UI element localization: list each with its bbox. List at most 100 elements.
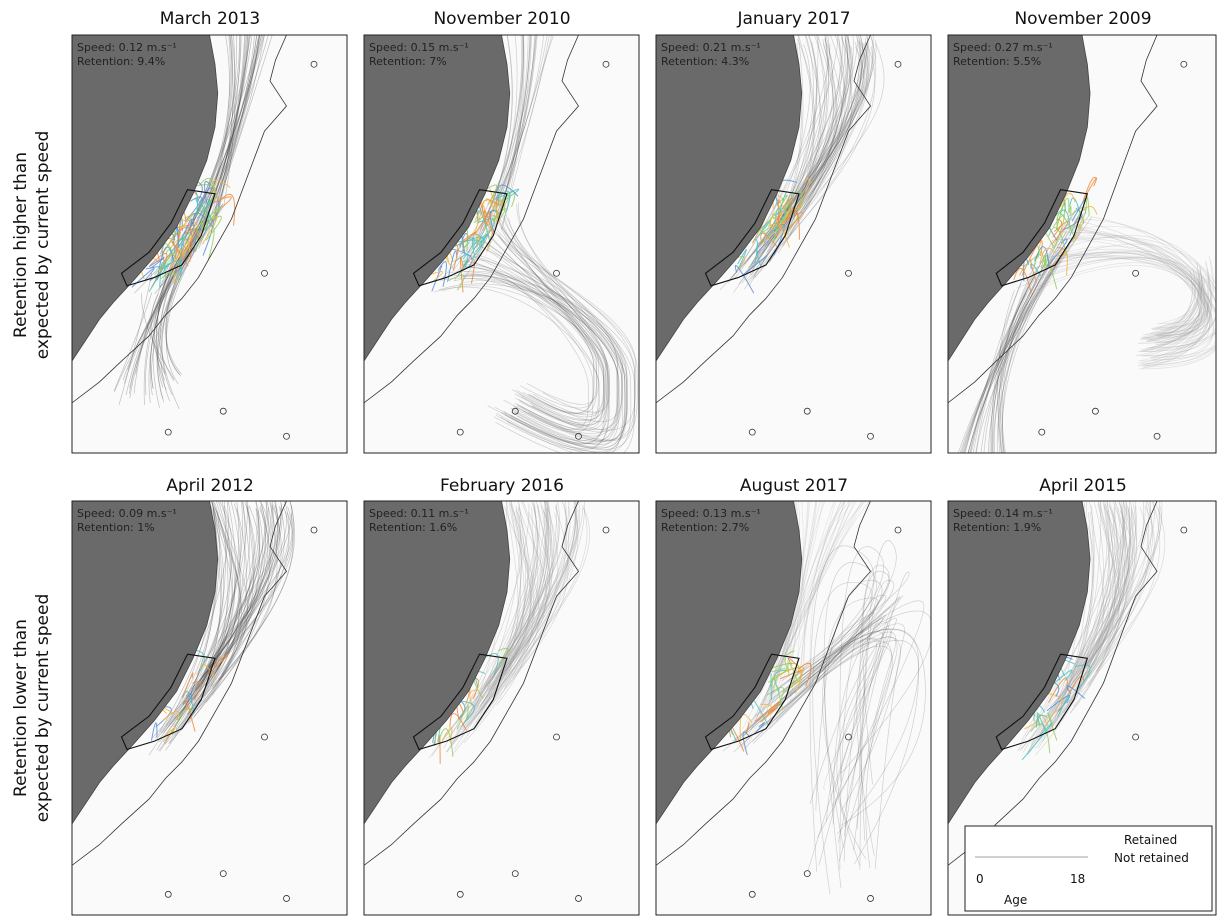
- trajectory-line: [1054, 238, 1211, 352]
- trajectory-line: [124, 228, 202, 384]
- trajectory-line: [212, 501, 295, 689]
- island-marker: [575, 895, 582, 902]
- trajectory-line: [176, 35, 265, 272]
- retained-line: [156, 246, 175, 281]
- trajectory-line: [458, 280, 619, 444]
- trajectory-line: [960, 246, 1070, 453]
- retained-line: [1082, 176, 1097, 203]
- trajectory-line: [492, 238, 595, 414]
- land-mass: [72, 35, 219, 362]
- trajectory-line: [796, 501, 804, 672]
- island-marker: [261, 269, 268, 277]
- trajectory-line: [496, 234, 628, 453]
- retained-line: [1056, 213, 1075, 237]
- trajectory-line: [1086, 503, 1124, 668]
- trajectory-line: [1070, 501, 1131, 682]
- trajectory-line: [1017, 501, 1127, 752]
- map-panel: [655, 500, 932, 916]
- retained-line: [448, 274, 465, 291]
- trajectory-line: [475, 511, 553, 728]
- retained-line: [180, 244, 191, 260]
- trajectory-line: [762, 501, 870, 705]
- trajectory-line: [735, 623, 905, 870]
- trajectory-line: [129, 205, 218, 389]
- retained-line: [199, 663, 217, 680]
- trajectory-line: [500, 227, 607, 444]
- retained-line: [447, 250, 458, 283]
- trajectory-line: [1073, 507, 1118, 674]
- not-retained-trajectories: [1017, 501, 1166, 756]
- trajectory-line: [757, 501, 824, 721]
- trajectory-line: [463, 260, 589, 430]
- trajectory-line: [464, 274, 626, 449]
- trajectory-line: [196, 35, 260, 214]
- retained-line: [476, 218, 496, 246]
- trajectory-line: [493, 501, 550, 691]
- retained-line: [768, 668, 788, 683]
- trajectory-line: [751, 35, 843, 272]
- trajectory-line: [477, 243, 605, 430]
- trajectory-line: [1078, 501, 1144, 668]
- trajectory-line: [460, 273, 594, 433]
- retained-line: [438, 735, 441, 764]
- trajectory-line: [461, 261, 598, 414]
- trajectory-line: [1082, 510, 1133, 668]
- retained-line: [1047, 238, 1068, 267]
- trajectory-line: [747, 46, 873, 260]
- retained-line: [441, 727, 453, 742]
- trajectory-line: [455, 501, 539, 734]
- trajectory-line: [772, 35, 814, 243]
- trajectory-line: [749, 35, 814, 275]
- retained-line: [1053, 669, 1073, 684]
- trajectory-line: [809, 501, 855, 668]
- trajectory-line: [202, 501, 290, 677]
- trajectory-line: [205, 501, 269, 671]
- retained-line: [1055, 209, 1071, 230]
- island-marker: [164, 890, 172, 898]
- trajectory-line: [1065, 236, 1216, 349]
- trajectory-line: [1086, 501, 1161, 669]
- trajectory-line: [1069, 503, 1113, 674]
- retained-line: [184, 209, 208, 224]
- trajectory-line: [493, 224, 638, 442]
- land-mass: [72, 501, 219, 825]
- trajectory-line: [174, 501, 294, 712]
- trajectory-line: [221, 506, 254, 675]
- trajectory-line: [165, 214, 208, 375]
- trajectory-line: [780, 43, 869, 219]
- retained-line: [180, 235, 184, 274]
- not-retained-trajectories: [148, 501, 295, 756]
- trajectory-line: [1065, 501, 1137, 704]
- island-marker: [867, 895, 874, 902]
- trajectory-line: [477, 506, 571, 716]
- retained-line: [154, 254, 173, 275]
- trajectory-line: [113, 292, 153, 392]
- trajectory-line: [488, 508, 590, 708]
- trajectory-line: [190, 35, 240, 225]
- trajectory-line: [742, 44, 811, 284]
- trajectory-line: [473, 503, 567, 731]
- trajectory-line: [214, 35, 263, 211]
- trajectory-line: [990, 282, 1022, 453]
- trajectory-line: [743, 636, 898, 807]
- trajectory-line: [451, 501, 577, 746]
- trajectory-line: [164, 501, 227, 745]
- island-marker: [553, 733, 560, 741]
- trajectory-line: [459, 252, 604, 416]
- retained-line: [201, 187, 220, 208]
- retained-line: [1068, 206, 1072, 217]
- retained-trajectories: [1002, 176, 1098, 294]
- trajectory-line: [157, 203, 223, 388]
- trajectory-line: [1022, 501, 1155, 753]
- retained-line: [1047, 712, 1058, 741]
- trajectory-line: [752, 501, 862, 728]
- map-panel: [655, 34, 932, 454]
- retained-line: [474, 210, 492, 235]
- island-marker: [803, 407, 811, 415]
- trajectory-line: [1073, 225, 1209, 337]
- retained-line: [1066, 685, 1086, 699]
- trajectory-line: [501, 511, 532, 677]
- trajectory-line: [752, 37, 866, 269]
- trajectory-line: [462, 506, 521, 730]
- island-marker: [1132, 269, 1139, 277]
